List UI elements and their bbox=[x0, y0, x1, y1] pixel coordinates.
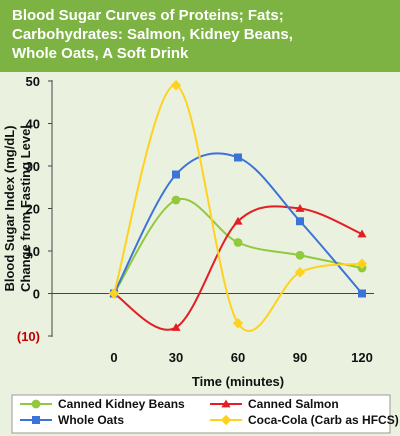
y-tick-label: 30 bbox=[26, 159, 40, 174]
x-tick-label: 120 bbox=[351, 350, 373, 365]
data-point bbox=[234, 153, 242, 162]
legend-label-3: Coca-Cola (Carb as HFCS) bbox=[248, 413, 399, 427]
data-point bbox=[294, 267, 306, 278]
data-point bbox=[170, 80, 182, 91]
data-point bbox=[108, 288, 120, 299]
series-line-1 bbox=[113, 205, 363, 331]
data-point bbox=[171, 195, 181, 205]
title-bar: Blood Sugar Curves of Proteins; Fats; Ca… bbox=[0, 0, 400, 72]
legend-marker-2 bbox=[32, 416, 40, 424]
data-point bbox=[356, 258, 368, 269]
data-point bbox=[172, 170, 180, 179]
legend-label-0: Canned Kidney Beans bbox=[58, 397, 185, 411]
legend-box bbox=[11, 394, 391, 434]
data-point bbox=[295, 250, 305, 260]
x-tick-label: 0 bbox=[110, 350, 117, 365]
series-line-0 bbox=[113, 197, 363, 295]
legend-label-1: Canned Salmon bbox=[248, 397, 339, 411]
x-tick-label: 30 bbox=[169, 350, 183, 365]
data-point bbox=[358, 289, 366, 298]
legend-marker-1 bbox=[221, 399, 231, 408]
y-tick-label: 10 bbox=[26, 244, 40, 259]
y-tick-label: 50 bbox=[26, 74, 40, 89]
x-axis-title: Time (minutes) bbox=[192, 374, 284, 389]
data-point bbox=[295, 203, 305, 212]
legend-marker-0 bbox=[31, 399, 41, 409]
y-axis-title-line2: Change from Fasting Level bbox=[18, 125, 33, 292]
x-tick-label: 90 bbox=[293, 350, 307, 365]
y-tick-label: 20 bbox=[26, 202, 40, 217]
y-tick-label: 40 bbox=[26, 117, 40, 132]
y-tick-label: (10) bbox=[17, 329, 40, 344]
series-line-3 bbox=[113, 84, 363, 332]
data-point bbox=[233, 216, 243, 225]
legend-marker-3 bbox=[220, 414, 232, 426]
y-axis-title-line1: Blood Sugar Index (mg/dL) bbox=[2, 125, 17, 291]
x-tick-label: 60 bbox=[231, 350, 245, 365]
data-point bbox=[296, 217, 304, 226]
chart-title: Blood Sugar Curves of Proteins; Fats; Ca… bbox=[12, 7, 293, 62]
data-point bbox=[232, 318, 244, 329]
legend-label-2: Whole Oats bbox=[58, 413, 124, 427]
data-point bbox=[171, 322, 181, 331]
data-point bbox=[357, 229, 367, 238]
data-point bbox=[233, 238, 243, 247]
y-tick-label: 0 bbox=[33, 287, 40, 302]
